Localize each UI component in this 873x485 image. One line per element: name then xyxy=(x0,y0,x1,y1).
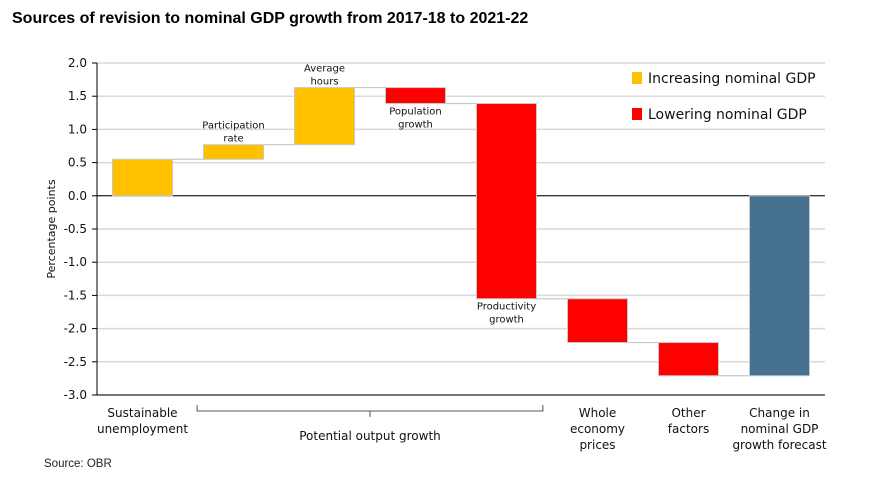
y-tick-label: -3.0 xyxy=(64,388,87,402)
y-tick-label: 0.5 xyxy=(68,156,87,170)
bar-6 xyxy=(658,342,719,377)
bar-7 xyxy=(749,195,810,377)
y-tick-label: -1.5 xyxy=(64,288,87,302)
category-label: unemployment xyxy=(97,422,188,436)
category-label: Change in xyxy=(749,406,810,420)
y-tick-label: 2.0 xyxy=(68,56,87,70)
bar-4 xyxy=(476,103,537,300)
source-note: Source: OBR xyxy=(44,458,112,470)
bar-1 xyxy=(203,144,264,160)
y-tick-label: -2.0 xyxy=(64,322,87,336)
category-label: prices xyxy=(579,438,615,452)
category-label: Whole xyxy=(579,406,617,420)
bar-annotation: growth xyxy=(489,315,524,326)
category-label: Potential output growth xyxy=(299,429,441,443)
bar-annotation: Participation xyxy=(202,121,264,132)
legend-swatch xyxy=(632,72,642,84)
y-tick-label: 1.0 xyxy=(68,122,87,136)
y-tick-label: -1.0 xyxy=(64,255,87,269)
category-bracket xyxy=(196,405,544,417)
y-tick-label: -0.5 xyxy=(64,222,87,236)
category-label: nominal GDP xyxy=(741,422,819,436)
bar-annotation: rate xyxy=(223,134,243,145)
y-tick-label: -2.5 xyxy=(64,355,87,369)
bar-5 xyxy=(567,298,628,344)
category-label: economy xyxy=(570,422,625,436)
legend-swatch xyxy=(632,108,642,120)
bar-annotation: growth xyxy=(398,120,433,131)
bar-annotation: Average xyxy=(304,64,345,75)
bar-annotation: hours xyxy=(310,77,338,88)
category-label: growth forecast xyxy=(732,438,826,452)
y-tick-label: 0.0 xyxy=(68,189,87,203)
legend-label: Increasing nominal GDP xyxy=(648,71,816,87)
bar-3 xyxy=(385,87,446,105)
chart-title: Sources of revision to nominal GDP growt… xyxy=(12,10,529,27)
category-label: Other xyxy=(671,406,705,420)
bar-2 xyxy=(294,87,355,146)
bar-annotation: Productivity xyxy=(477,302,536,313)
bar-annotation: Population xyxy=(389,107,442,118)
category-label: Sustainable xyxy=(107,406,177,420)
y-axis-label: Percentage points xyxy=(45,179,58,278)
bar-0 xyxy=(112,158,173,197)
y-tick-label: 1.5 xyxy=(68,89,87,103)
legend-label: Lowering nominal GDP xyxy=(648,107,807,123)
category-label: factors xyxy=(668,422,709,436)
